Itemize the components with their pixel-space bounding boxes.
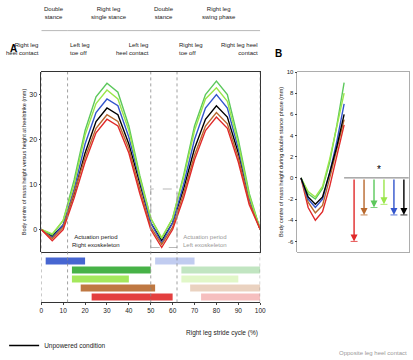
svg-text:Right legswing phase: Right legswing phase [202,6,236,20]
svg-text:Actuation periodLeft exoskelet: Actuation periodLeft exoskeleton [183,234,227,248]
svg-text:A: A [10,43,17,54]
svg-text:6: 6 [290,111,294,117]
svg-text:Right leg heelcontact: Right leg heelcontact [221,42,258,56]
svg-text:30: 30 [29,91,37,98]
svg-text:20: 20 [81,307,89,314]
svg-text:*: * [377,164,381,175]
svg-text:Body centre of mass height dur: Body centre of mass height during double… [278,87,284,237]
svg-text:10: 10 [60,307,68,314]
svg-text:Right legtoe off: Right legtoe off [179,42,203,56]
svg-text:-2: -2 [288,196,294,202]
svg-text:10: 10 [287,69,294,75]
svg-text:20: 20 [29,136,37,143]
svg-text:100: 100 [255,307,266,314]
svg-text:Doublestance: Doublestance [154,6,174,20]
svg-text:8: 8 [290,90,294,96]
svg-text:80: 80 [213,307,221,314]
svg-text:30: 30 [103,307,111,314]
svg-text:70: 70 [191,307,199,314]
svg-text:Unpowered condition: Unpowered condition [44,342,105,350]
svg-text:Left legtoe off: Left legtoe off [70,42,90,56]
svg-text:Left legheel contact: Left legheel contact [116,42,149,56]
svg-text:Actuation periodRight exoskele: Actuation periodRight exoskeleton [72,234,120,248]
svg-text:4: 4 [290,133,294,139]
svg-text:50: 50 [147,307,155,314]
svg-text:90: 90 [235,307,243,314]
svg-text:40: 40 [125,307,133,314]
svg-text:2: 2 [290,154,294,160]
svg-text:0: 0 [39,307,43,314]
svg-text:60: 60 [169,307,177,314]
svg-text:-6: -6 [288,239,294,245]
svg-text:B: B [275,48,282,59]
svg-text:Right legheel contact: Right legheel contact [6,42,39,56]
svg-text:Opposite leg heel contact: Opposite leg heel contact [339,350,407,356]
svg-text:Right legsingle stance: Right legsingle stance [91,6,127,20]
svg-text:-4: -4 [288,217,294,223]
svg-text:10: 10 [29,181,37,188]
svg-text:Right leg stride cycle (%): Right leg stride cycle (%) [186,329,258,337]
svg-text:0: 0 [290,175,294,181]
svg-text:Body centre of mass height ver: Body centre of mass height versus height… [21,89,27,236]
svg-text:Doublestance: Doublestance [44,6,64,20]
svg-text:0: 0 [33,226,37,233]
